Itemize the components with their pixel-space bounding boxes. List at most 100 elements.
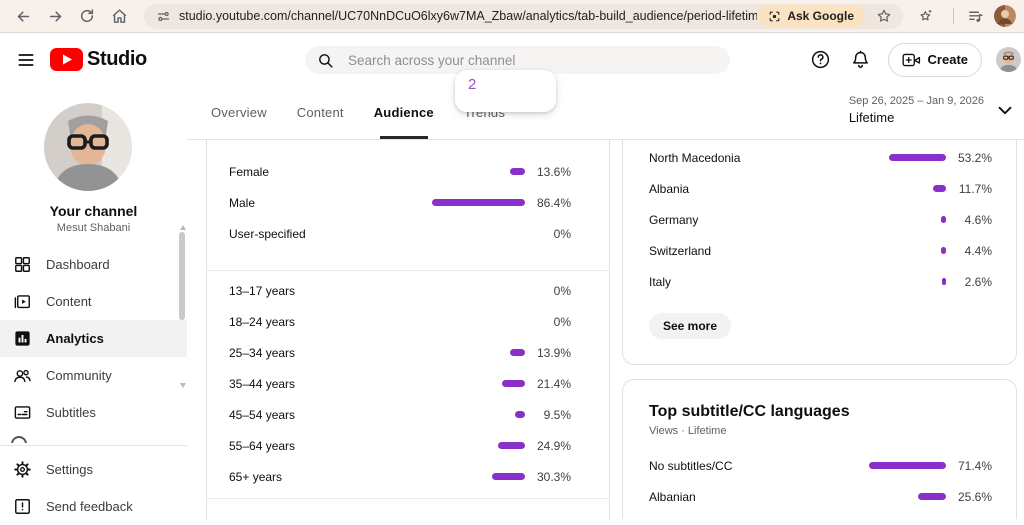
sidebar-footer: Settings Send feedback (0, 451, 187, 525)
studio-wordmark: Studio (87, 48, 147, 70)
stat-value: 13.6% (536, 164, 571, 179)
subtitles-icon (11, 402, 33, 424)
sidebar-item-community[interactable]: Community (0, 357, 187, 394)
stat-bar (834, 154, 946, 161)
create-video-icon (902, 53, 920, 66)
tab-audience[interactable]: Audience (372, 85, 436, 139)
date-period-label: Lifetime (848, 110, 895, 125)
stat-row[interactable]: Switzerland 4.4% (649, 235, 992, 266)
stat-value: 53.2% (957, 150, 992, 165)
stat-value: 4.4% (964, 243, 992, 258)
account-avatar[interactable] (996, 47, 1021, 72)
browser-profile-avatar[interactable] (994, 5, 1016, 27)
stat-row[interactable]: User-specified 0% (229, 218, 571, 249)
stat-row[interactable]: 55–64 years 24.9% (229, 430, 571, 461)
gear-icon (11, 459, 33, 481)
menu-icon[interactable] (6, 40, 46, 80)
copyright-icon (11, 436, 29, 443)
stat-row[interactable]: 25–34 years 13.9% (229, 337, 571, 368)
analytics-tabs: Overview Content Audience Trends (187, 85, 1024, 140)
sidebar-item-label: Community (46, 368, 112, 383)
see-more-button[interactable]: See more (649, 313, 732, 339)
stat-row[interactable]: Male 86.4% (229, 187, 571, 218)
reload-icon[interactable] (74, 3, 100, 29)
url-bar[interactable]: studio.youtube.com/channel/UC70NnDCuO6lx… (144, 3, 904, 29)
ask-google-button[interactable]: Ask Google (757, 5, 866, 27)
sidebar-scroll-up-arrow[interactable] (180, 225, 186, 230)
sidebar-item-settings[interactable]: Settings (0, 451, 187, 488)
site-info-icon[interactable] (156, 9, 171, 24)
stat-value: 0% (553, 226, 571, 241)
stat-row[interactable]: 35–44 years 21.4% (229, 368, 571, 399)
age-chart: 13–17 years 0% 18–24 years 0% 25–34 years 13.… (229, 275, 571, 492)
date-range-selector[interactable]: Sep 26, 2025 – Jan 9, 2026 Lifetime (849, 95, 1016, 125)
feedback-icon (11, 496, 33, 518)
stat-label: Italy (649, 274, 672, 289)
tab-content[interactable]: Content (296, 104, 344, 120)
stat-row[interactable]: Italy 2.6% (649, 266, 992, 297)
stat-label: User-specified (229, 226, 306, 241)
card-subtitle: Views · Lifetime (649, 425, 727, 437)
sidebar-item-subtitles[interactable]: Subtitles (0, 394, 187, 431)
tab-overview[interactable]: Overview (211, 104, 267, 120)
stat-bar (834, 185, 946, 192)
stat-row[interactable]: Female 13.6% (229, 156, 571, 187)
chevron-down-icon (998, 106, 1012, 115)
stat-row[interactable]: Albanian 25.6% (649, 481, 992, 512)
sidebar-item-dashboard[interactable]: Dashboard (0, 246, 187, 283)
toolbar-divider (953, 8, 954, 24)
stat-row[interactable]: 13–17 years 0% (229, 275, 571, 306)
stat-label: Female (229, 164, 270, 179)
sidebar-divider (0, 445, 187, 446)
media-controls-icon[interactable] (962, 3, 988, 29)
sidebar-item-send-feedback[interactable]: Send feedback (0, 488, 187, 525)
stat-row[interactable]: 65+ years 30.3% (229, 461, 571, 492)
forward-icon[interactable] (42, 3, 68, 29)
stat-value: 86.4% (536, 195, 571, 210)
date-texts: Sep 26, 2025 – Jan 9, 2026 Lifetime (849, 95, 984, 125)
sidebar-item-content[interactable]: Content (0, 283, 187, 320)
sidebar-item-label: Analytics (46, 331, 104, 346)
url-text: studio.youtube.com/channel/UC70NnDCuO6lx… (179, 9, 758, 23)
collections-star-icon[interactable] (913, 3, 939, 29)
youtube-studio-logo[interactable]: Studio (50, 48, 147, 71)
stat-label: 25–34 years (229, 345, 296, 360)
stat-value: 4.6% (964, 212, 992, 227)
geography-chart: North Macedonia 53.2% Albania 11.7% Germany 4… (649, 140, 992, 297)
search-icon (319, 53, 333, 68)
stat-row[interactable]: Germany 4.6% (649, 204, 992, 235)
stat-value: 21.4% (536, 376, 571, 391)
top-geographies-card: North Macedonia 53.2% Albania 11.7% Germany 4… (622, 140, 1017, 365)
stat-row[interactable]: 45–54 years 9.5% (229, 399, 571, 430)
home-icon[interactable] (106, 3, 132, 29)
search-input[interactable] (346, 51, 718, 69)
analytics-icon (11, 328, 33, 350)
create-button[interactable]: Create (887, 42, 982, 77)
stat-bar (834, 462, 946, 469)
channel-avatar[interactable] (44, 103, 132, 191)
studio-sidebar: Your channel Mesut Shabani Dashboard Con… (0, 85, 187, 514)
channel-search[interactable] (305, 46, 730, 74)
notifications-bell-icon[interactable] (848, 47, 874, 73)
stat-row[interactable]: No subtitles/CC 71.4% (649, 450, 992, 481)
sidebar-scrollbar[interactable] (179, 232, 185, 320)
help-icon[interactable] (808, 47, 834, 73)
bookmark-star-icon[interactable] (871, 3, 897, 29)
header-actions: Create (808, 34, 1024, 85)
stat-value: 25.6% (957, 489, 992, 504)
stat-label: Germany (649, 212, 699, 227)
stat-row[interactable]: 18–24 years 0% (229, 306, 571, 337)
stat-row[interactable]: North Macedonia 53.2% (649, 142, 992, 173)
sidebar-scroll-down-arrow[interactable] (180, 383, 186, 388)
subtitle-languages-card: Top subtitle/CC languages Views · Lifeti… (622, 379, 1017, 519)
stat-value: 2.6% (964, 274, 992, 289)
back-icon[interactable] (10, 3, 36, 29)
stat-bar (834, 216, 946, 223)
card-title: Top subtitle/CC languages (649, 403, 850, 420)
channel-title: Your channel (49, 203, 138, 219)
content-icon (11, 291, 33, 313)
sidebar-item-analytics[interactable]: Analytics (0, 320, 187, 357)
stat-bar (413, 380, 525, 387)
stat-bar (413, 349, 525, 356)
stat-row[interactable]: Albania 11.7% (649, 173, 992, 204)
